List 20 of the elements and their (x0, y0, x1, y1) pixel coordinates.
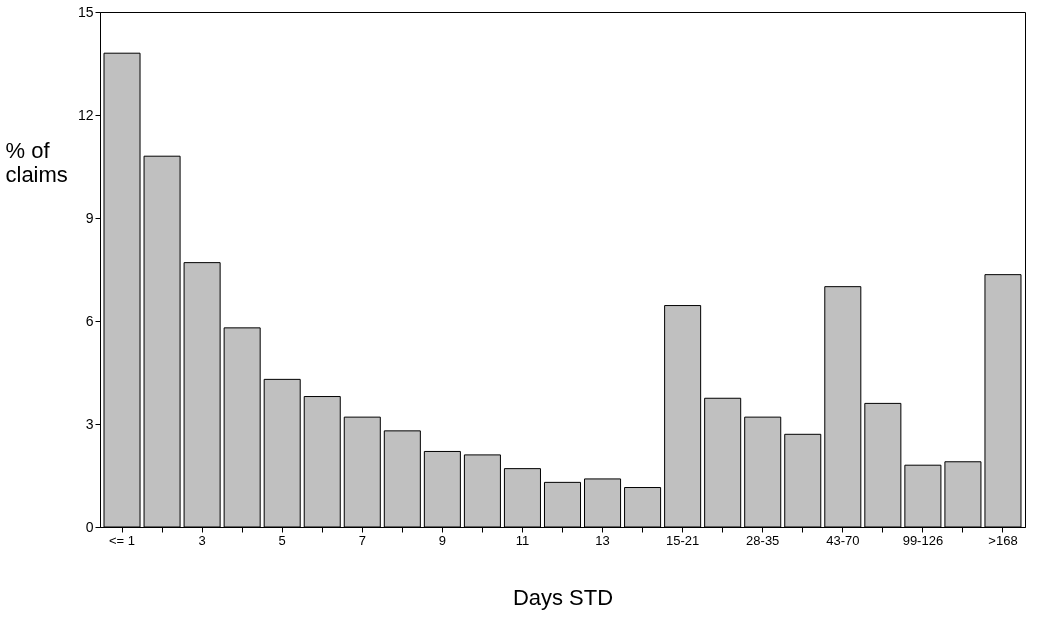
y-tick-label: 9 (85, 209, 94, 226)
x-tick-label: 11 (515, 532, 530, 548)
y-tick-label: 6 (85, 312, 94, 329)
x-tick-label: 13 (595, 532, 610, 548)
y-tick-label: 0 (85, 518, 94, 535)
x-tick-label: 28-35 (746, 532, 780, 548)
x-tick-label: 43-70 (826, 532, 860, 548)
y-tick-label: 12 (77, 106, 94, 123)
x-tick-label: 9 (438, 532, 446, 548)
x-tick-label: >168 (988, 532, 1018, 548)
x-tick-label: 99-126 (902, 532, 944, 548)
x-tick-label: 7 (358, 532, 366, 548)
x-tick-label: 5 (278, 532, 286, 548)
y-axis-title: % of claims (5, 137, 68, 187)
x-tick-label: 3 (198, 532, 206, 548)
y-tick-label: 3 (85, 415, 94, 432)
x-axis-title: Days STD (512, 584, 614, 610)
x-tick-label: 15-21 (666, 532, 700, 548)
y-tick-label: 15 (77, 3, 94, 20)
x-tick-label: <= 1 (109, 532, 136, 548)
